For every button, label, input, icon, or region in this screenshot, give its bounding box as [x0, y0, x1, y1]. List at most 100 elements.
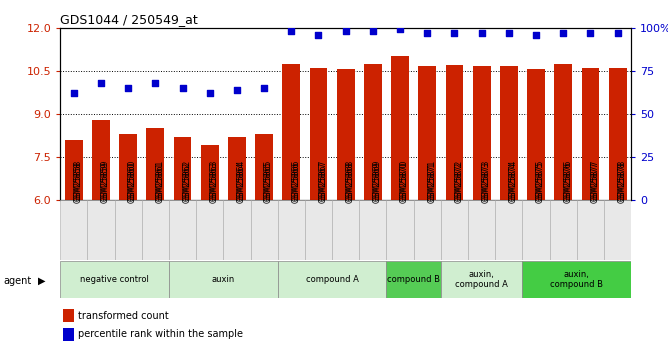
Bar	[522, 261, 631, 298]
Text: GSM25873: GSM25873	[482, 162, 491, 203]
Bar	[142, 200, 169, 260]
Bar	[63, 328, 74, 341]
Text: GSM25859: GSM25859	[101, 162, 110, 203]
Text: negative control: negative control	[80, 275, 149, 284]
Text: GSM25876: GSM25876	[563, 160, 572, 201]
Text: ▶: ▶	[37, 276, 45, 286]
Text: auxin,
compound A: auxin, compound A	[455, 270, 508, 289]
Text: GSM25870: GSM25870	[400, 162, 409, 203]
Text: GSM25865: GSM25865	[264, 162, 273, 203]
Text: GSM25875: GSM25875	[536, 162, 545, 203]
Text: compound A: compound A	[306, 275, 359, 284]
Point	[395, 27, 405, 32]
Text: GSM25864: GSM25864	[237, 162, 246, 203]
Bar	[387, 200, 413, 260]
Bar	[310, 68, 327, 200]
Text: GSM25863: GSM25863	[210, 162, 218, 203]
Bar	[446, 65, 464, 200]
Bar	[250, 200, 278, 260]
Point	[232, 87, 242, 92]
Text: GSM25858: GSM25858	[73, 162, 83, 203]
Text: GSM25866: GSM25866	[291, 160, 301, 201]
Bar	[577, 200, 604, 260]
Text: auxin: auxin	[212, 275, 235, 284]
Text: GSM25877: GSM25877	[591, 160, 599, 201]
Bar	[468, 200, 495, 260]
Point	[585, 30, 596, 36]
Text: GSM25864: GSM25864	[237, 160, 246, 201]
Text: GSM25875: GSM25875	[536, 160, 545, 201]
Point	[504, 30, 514, 36]
Point	[286, 28, 297, 34]
Point	[449, 30, 460, 36]
Point	[150, 80, 161, 86]
Text: GSM25860: GSM25860	[128, 160, 137, 201]
Bar	[88, 200, 114, 260]
Text: GSM25868: GSM25868	[346, 162, 355, 203]
Bar	[120, 134, 137, 200]
Text: GSM25859: GSM25859	[101, 160, 110, 201]
Bar	[609, 68, 627, 200]
Text: GSM25865: GSM25865	[264, 160, 273, 201]
Bar	[278, 261, 387, 298]
Point	[367, 28, 378, 34]
Text: transformed count: transformed count	[78, 310, 169, 321]
Point	[530, 32, 541, 37]
Bar	[387, 261, 441, 298]
Bar	[413, 200, 441, 260]
Bar	[527, 69, 545, 200]
Bar	[550, 200, 577, 260]
Text: GSM25870: GSM25870	[400, 160, 409, 201]
Point	[259, 85, 269, 91]
Text: GSM25869: GSM25869	[373, 162, 382, 203]
Bar	[60, 200, 88, 260]
Text: GSM25871: GSM25871	[428, 160, 436, 201]
Bar	[441, 200, 468, 260]
Bar	[337, 69, 355, 200]
Text: GSM25861: GSM25861	[155, 160, 164, 201]
Point	[558, 30, 568, 36]
Text: GSM25860: GSM25860	[128, 162, 137, 203]
Point	[96, 80, 106, 86]
Text: GSM25869: GSM25869	[373, 160, 382, 201]
Point	[177, 85, 188, 91]
Bar	[92, 120, 110, 200]
Bar	[169, 200, 196, 260]
Bar	[495, 200, 522, 260]
Bar	[146, 128, 164, 200]
Bar	[391, 56, 409, 200]
Bar	[473, 66, 490, 200]
Text: GSM25871: GSM25871	[428, 162, 436, 203]
Text: GSM25862: GSM25862	[182, 162, 192, 203]
Text: GSM25873: GSM25873	[482, 160, 491, 201]
Text: GSM25868: GSM25868	[346, 160, 355, 201]
Text: GSM25872: GSM25872	[454, 160, 464, 201]
Bar	[174, 137, 191, 200]
Bar	[278, 200, 305, 260]
Text: GSM25876: GSM25876	[563, 162, 572, 203]
Bar	[223, 200, 250, 260]
Text: GSM25872: GSM25872	[454, 162, 464, 203]
Bar	[255, 134, 273, 200]
Text: GDS1044 / 250549_at: GDS1044 / 250549_at	[60, 13, 198, 27]
Bar	[582, 68, 599, 200]
Text: GSM25878: GSM25878	[618, 160, 627, 201]
Text: GSM25874: GSM25874	[509, 160, 518, 201]
Text: GSM25867: GSM25867	[319, 160, 327, 201]
Point	[613, 30, 623, 36]
Bar	[60, 261, 169, 298]
Text: GSM25867: GSM25867	[319, 162, 327, 203]
Bar	[114, 200, 142, 260]
Bar	[359, 200, 387, 260]
Bar	[201, 146, 218, 200]
Point	[123, 85, 134, 91]
Bar	[196, 200, 223, 260]
Text: percentile rank within the sample: percentile rank within the sample	[78, 329, 243, 339]
Point	[340, 28, 351, 34]
Bar	[283, 63, 300, 200]
Text: GSM25862: GSM25862	[182, 160, 192, 201]
Bar	[228, 137, 246, 200]
Text: auxin,
compound B: auxin, compound B	[550, 270, 603, 289]
Point	[68, 90, 79, 96]
Bar	[65, 140, 83, 200]
